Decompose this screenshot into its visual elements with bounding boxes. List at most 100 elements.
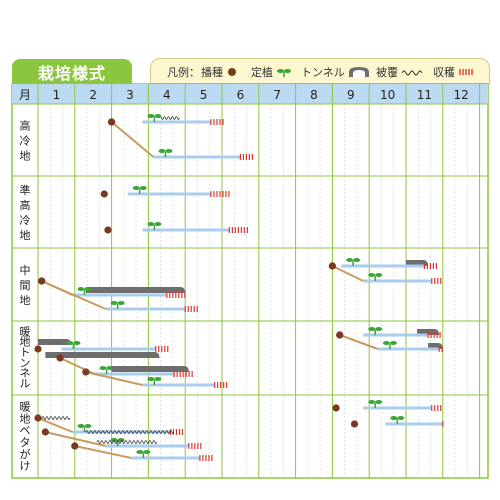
schedule-line-16 bbox=[41, 428, 202, 449]
month-header-label: 月 bbox=[19, 88, 31, 102]
seed-point bbox=[350, 420, 359, 428]
legend-item-seed: 播種 bbox=[201, 64, 238, 80]
month-label-6: 6 bbox=[237, 88, 245, 102]
sprout-leaf bbox=[397, 416, 405, 420]
schedule-line-3 bbox=[104, 222, 248, 234]
sprout-leaf bbox=[110, 301, 118, 305]
seed-point bbox=[104, 226, 112, 234]
title-tab: 栽培様式 bbox=[12, 59, 132, 84]
nursery-stem bbox=[45, 431, 106, 447]
seed-point bbox=[336, 331, 344, 339]
month-label-1: 1 bbox=[53, 88, 61, 102]
month-label-7: 7 bbox=[273, 88, 281, 102]
sprout-leaf bbox=[154, 114, 162, 118]
sprout-leaf bbox=[143, 450, 151, 454]
seed-point bbox=[332, 404, 340, 412]
sprout-leaf bbox=[346, 258, 354, 262]
tunnel-bar bbox=[38, 339, 72, 345]
seed-point bbox=[38, 277, 46, 285]
seed-point bbox=[41, 428, 49, 436]
harvest-dash-icon bbox=[459, 69, 473, 75]
sprout-leaf bbox=[154, 377, 162, 381]
cover-wave bbox=[37, 416, 71, 420]
sprout-leaf bbox=[389, 341, 397, 345]
seed-point bbox=[108, 118, 116, 126]
tunnel-bar bbox=[45, 352, 160, 358]
sprout-leaf bbox=[154, 222, 162, 226]
region-label-3: 中間地 bbox=[20, 264, 31, 307]
tunnel-icon bbox=[348, 67, 369, 77]
sprout-leaf bbox=[165, 149, 173, 153]
tunnel-bar bbox=[85, 287, 186, 293]
month-label-5: 5 bbox=[200, 88, 208, 102]
month-label-9: 9 bbox=[347, 88, 355, 102]
region-label-2: 準高冷地 bbox=[20, 183, 31, 242]
month-label-4: 4 bbox=[163, 88, 171, 102]
month-label-8: 8 bbox=[310, 88, 318, 102]
sprout-leaf bbox=[77, 287, 85, 291]
sprout-leaf bbox=[73, 341, 81, 345]
sprout-leaf bbox=[139, 186, 147, 190]
nursery-stem bbox=[37, 417, 73, 433]
seed-point bbox=[100, 190, 108, 198]
month-label-12: 12 bbox=[454, 88, 469, 102]
sprout-leaf bbox=[84, 424, 92, 428]
tunnel-bar bbox=[111, 366, 189, 372]
legend-label-harvest: 収穫 bbox=[433, 66, 455, 79]
legend-item-tunnel: トンネル bbox=[301, 64, 370, 80]
cover-wave bbox=[96, 440, 158, 444]
schedule-line-2 bbox=[100, 186, 230, 198]
schedule-line-10 bbox=[34, 339, 169, 353]
schedule-line-17 bbox=[71, 440, 213, 461]
nursery-stem bbox=[331, 265, 364, 282]
sprout-leaf bbox=[84, 287, 92, 291]
schedule-line-14 bbox=[350, 416, 444, 428]
legend-label-tunnel: トンネル bbox=[301, 66, 345, 79]
sprout-leaf bbox=[147, 114, 155, 118]
legend-label-seed: 播種 bbox=[201, 66, 223, 79]
nursery-stem bbox=[110, 121, 155, 158]
seed-point bbox=[56, 354, 64, 362]
sprout-leaf bbox=[375, 327, 383, 331]
month-label-10: 10 bbox=[380, 88, 395, 102]
nursery-stem bbox=[85, 371, 143, 386]
cover-wave bbox=[85, 430, 175, 434]
month-label-11: 11 bbox=[417, 88, 432, 102]
sprout-leaf bbox=[147, 222, 155, 226]
sprout-leaf bbox=[375, 400, 383, 404]
sprout-leaf bbox=[375, 273, 383, 277]
nursery-stem bbox=[74, 445, 132, 459]
seed-point bbox=[82, 368, 90, 376]
month-label-3: 3 bbox=[126, 88, 134, 102]
schedule-line-1 bbox=[108, 118, 253, 160]
sprout-leaf bbox=[368, 400, 376, 404]
sprout-leaf bbox=[136, 450, 144, 454]
sprout-leaf bbox=[77, 424, 85, 428]
seed-point bbox=[328, 262, 336, 270]
schedule-line-13 bbox=[332, 400, 442, 412]
cover-wave bbox=[159, 116, 180, 120]
legend-item-cover: 被覆 bbox=[376, 64, 423, 80]
sprout-leaf bbox=[368, 273, 376, 277]
seed-point bbox=[71, 442, 79, 450]
wave-cover-icon bbox=[401, 70, 423, 76]
page-title: 栽培様式 bbox=[37, 63, 106, 83]
nursery-stem bbox=[339, 334, 379, 350]
sprout-icon bbox=[277, 69, 291, 77]
legend-prefix: 凡例： bbox=[167, 66, 200, 79]
sprout-leaf bbox=[132, 186, 140, 190]
schedule-line-9 bbox=[336, 331, 443, 352]
seed-dot-icon bbox=[228, 68, 236, 76]
month-label-2: 2 bbox=[89, 88, 97, 102]
legend-item-plant: 定植 bbox=[251, 64, 292, 80]
region-label-1: 高冷地 bbox=[20, 119, 31, 163]
sprout-leaf bbox=[390, 416, 398, 420]
legend-label-cover: 被覆 bbox=[376, 66, 398, 79]
region-label-4: 暖地トンネル bbox=[20, 325, 31, 390]
sprout-leaf bbox=[117, 301, 125, 305]
schedule-line-5 bbox=[328, 262, 442, 284]
schedule-line-7 bbox=[38, 277, 198, 312]
legend-label-plant: 定植 bbox=[251, 66, 273, 79]
seed-point bbox=[34, 414, 42, 422]
